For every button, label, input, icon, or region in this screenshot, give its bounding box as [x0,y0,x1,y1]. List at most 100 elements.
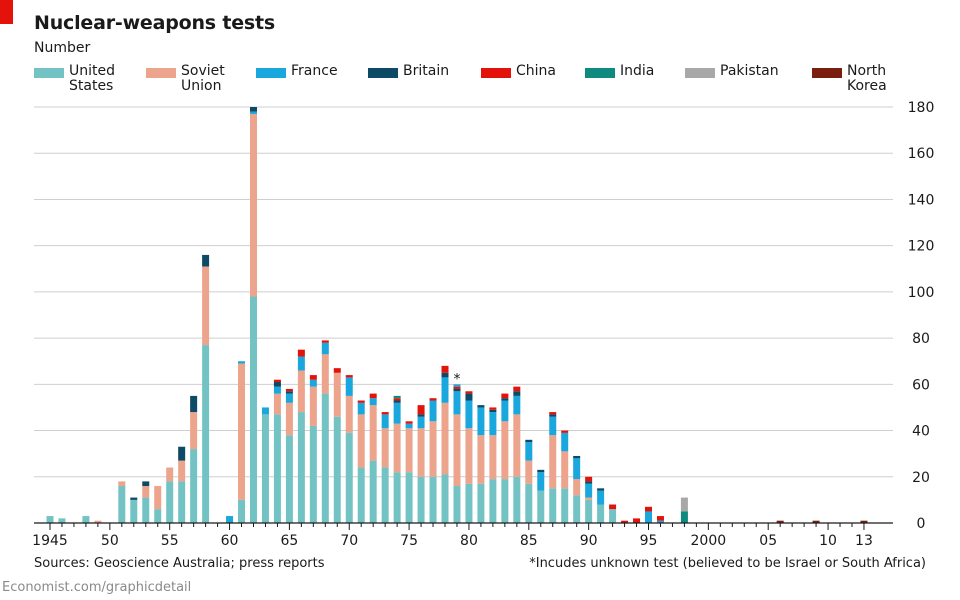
bar-1968-soviet-union [321,354,329,394]
bar-1987-united-states [549,488,557,523]
bar-1975-france [405,423,413,429]
bar-1987-france [549,416,557,436]
x-tick-label-1990: 90 [580,533,598,549]
bar-1996-france [656,520,664,523]
x-tick-label-1980: 80 [460,533,478,549]
bar-1979-britain [453,388,461,392]
bar-stack-1956 [178,446,186,523]
bar-1985-soviet-union [525,460,533,484]
bar-1976-soviet-union [417,428,425,477]
bar-1952-united-states [130,499,138,523]
bar-1995-china [645,506,652,512]
bar-1965-soviet-union [285,402,293,436]
bar-1966-soviet-union [297,370,305,413]
bar-stack-1991 [597,488,605,523]
bar-1983-france [501,400,509,422]
bar-stack-1970 [345,375,353,523]
legend-label-soviet-union: Soviet Union [181,63,225,94]
bar-stack-1967 [309,375,317,523]
bar-2006-north-korea [776,520,784,523]
bar-stack-1975 [405,421,413,523]
y-tick-label-80: 80 [912,331,930,347]
bar-1975-china [405,421,413,424]
bar-1998-india [680,511,688,523]
bar-1954-united-states [154,509,162,523]
bar-1962-soviet-union [249,113,257,297]
legend-swatch-britain [368,68,398,78]
bar-stack-1968 [321,340,329,523]
legend-swatch-north-korea [812,68,842,78]
bar-1957-united-states [190,449,198,523]
x-tick-label-1995: 95 [640,533,658,549]
bar-stack-1964 [273,379,281,523]
bar-stack-1980 [465,391,473,523]
bar-1961-united-states [238,499,246,523]
legend-swatch-united-states [34,68,64,78]
bar-1962-france [249,111,257,114]
bar-1991-britain [597,488,605,491]
bar-1964-united-states [273,414,281,523]
footnote: *Incudes unknown test (believed to be Is… [529,556,926,571]
bar-1970-soviet-union [345,395,353,433]
legend-swatch-china [481,68,511,78]
bar-1979-unknown [453,384,461,387]
bar-1977-china [429,398,437,401]
legend-label-north-korea: North Korea [847,63,887,94]
x-tick-label-1985: 85 [520,533,538,549]
legend-swatch-india [585,68,615,78]
bar-stack-2013 [860,520,868,523]
bar-1971-united-states [357,467,365,523]
bar-1978-france [441,377,449,403]
bar-2009-north-korea [812,520,820,523]
bar-1954-soviet-union [154,486,162,510]
bar-1989-soviet-union [573,479,581,496]
bar-1990-britain [585,481,593,484]
bar-1965-china [285,388,293,392]
bar-1964-china [273,379,281,383]
bar-1986-britain [537,469,545,473]
x-ticks: 1945 50 55 60 65 70 75 80 85 90 95 2000 05 10 13 [32,523,873,549]
bar-1986-united-states [537,490,545,523]
bar-1978-united-states [441,474,449,523]
bar-stack-1981 [477,405,485,523]
bar-1981-united-states [477,483,485,523]
bar-stack-1993 [621,520,629,523]
bar-stack-1966 [297,349,305,523]
bar-stack-1989 [573,455,581,523]
bar-stack-1995 [645,506,652,523]
bar-1966-china [297,349,305,357]
bar-1979-china [453,386,461,389]
bar-1984-united-states [513,476,521,523]
bar-1980-china [465,391,473,394]
bar-stack-1982 [489,407,497,523]
bar-1972-france [369,398,377,406]
bar-1983-united-states [501,479,509,523]
bar-1955-united-states [166,481,174,523]
bar-1974-india [393,395,401,399]
bar-1978-china [441,365,449,373]
bar-1953-britain [142,481,150,487]
annotations: * [453,371,460,387]
y-tick-label-20: 20 [912,470,930,486]
bar-stack-1963 [261,407,269,523]
bar-1995-france [645,511,652,523]
bar-stack-1954 [154,486,162,523]
bar-1994-china [633,518,641,523]
x-tick-label-1975: 75 [400,533,418,549]
bar-stack-1960 [226,516,234,523]
bar-1946-united-states [58,518,66,523]
bar-1973-united-states [381,467,389,523]
bar-stack-1952 [130,497,138,523]
bar-1988-france [561,432,569,452]
bar-1958-united-states [202,345,210,523]
bar-1989-britain [573,455,581,459]
bar-1961-soviet-union [238,363,246,500]
bar-1960-france [226,516,234,523]
bar-stack-1996 [656,516,664,523]
bar-1983-china [501,393,509,399]
bar-1979-soviet-union [453,414,461,487]
bar-1969-soviet-union [333,372,341,417]
bar-1987-china [549,412,557,415]
bar-1996-china [656,516,664,521]
bar-1969-united-states [333,416,341,523]
